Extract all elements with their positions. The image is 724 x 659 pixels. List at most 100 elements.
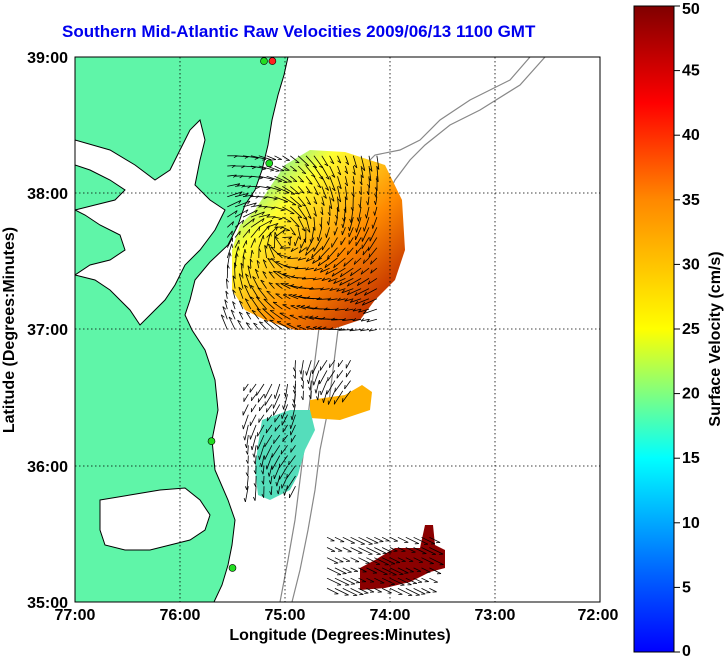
velocity-arrow-head — [345, 161, 349, 166]
velocity-arrow — [320, 267, 330, 273]
velocity-arrow — [350, 588, 364, 595]
velocity-arrow — [362, 298, 378, 306]
velocity-arrow-head — [269, 219, 273, 224]
velocity-arrow — [381, 547, 392, 553]
velocity-arrow — [340, 237, 346, 246]
velocity-arrow-head — [232, 275, 236, 280]
velocity-arrow — [242, 155, 259, 159]
velocity-arrow-head — [246, 311, 250, 315]
velocity-arrow — [348, 237, 354, 245]
velocity-arrow-head — [244, 284, 248, 288]
velocity-arrow-head — [352, 171, 356, 176]
velocity-arrow-head — [244, 298, 249, 302]
velocity-arrow — [326, 567, 342, 576]
velocity-arrow — [234, 209, 249, 218]
velocity-arrow-head — [363, 291, 367, 296]
velocity-arrow — [389, 557, 401, 563]
velocity-arrow — [336, 370, 344, 379]
velocity-arrow — [227, 200, 242, 208]
velocity-arrow-head — [314, 316, 319, 319]
velocity-arrow — [242, 202, 257, 208]
radar-stations — [207, 57, 277, 572]
velocity-arrow-head — [279, 245, 284, 249]
velocity-arrow — [342, 567, 352, 573]
velocity-arrow — [276, 271, 291, 279]
velocity-arrow-head — [233, 174, 237, 178]
velocity-arrow — [234, 200, 251, 208]
radar-station — [268, 57, 277, 65]
velocity-arrow — [225, 290, 228, 299]
velocity-arrow — [337, 247, 346, 258]
velocity-arrow-head — [311, 253, 314, 259]
velocity-arrow — [271, 455, 281, 470]
velocity-arrow-head — [335, 214, 338, 219]
velocity-arrow-head — [254, 157, 259, 160]
velocity-arrow — [333, 390, 344, 405]
velocity-arrow — [281, 404, 288, 419]
velocity-arrow-head — [245, 209, 249, 214]
velocity-arrow — [243, 383, 249, 392]
velocity-arrow — [234, 252, 237, 269]
velocity-arrow — [290, 155, 300, 164]
velocity-arrow-head — [337, 252, 339, 257]
velocity-arrow — [305, 165, 316, 177]
velocity-arrow-head — [250, 296, 255, 300]
velocity-arrow — [358, 557, 370, 564]
radar-station — [265, 159, 274, 168]
x-tick-label: 76:00 — [160, 607, 201, 624]
velocity-arrow — [359, 196, 362, 208]
velocity-arrow-head — [253, 322, 258, 325]
velocity-arrow-head — [273, 198, 278, 201]
velocity-arrow — [245, 273, 252, 289]
velocity-arrow — [360, 318, 370, 322]
velocity-arrow — [269, 310, 283, 320]
velocity-arrow — [381, 536, 390, 542]
velocity-arrow — [245, 322, 252, 330]
velocity-arrow — [298, 247, 307, 254]
velocity-arrow — [429, 547, 444, 555]
velocity-arrow — [262, 271, 267, 279]
velocity-arrow — [345, 155, 350, 165]
velocity-arrow-head — [361, 301, 366, 306]
velocity-arrow-head — [306, 305, 311, 308]
velocity-arrow — [282, 226, 290, 231]
velocity-arrow-head — [249, 435, 251, 440]
colorbar-tick-label: 15 — [682, 450, 700, 467]
velocity-arrow — [355, 227, 362, 240]
velocity-arrow — [366, 547, 381, 555]
velocity-arrow — [324, 257, 338, 269]
velocity-arrow — [234, 219, 244, 228]
velocity-arrow-head — [290, 415, 293, 421]
velocity-arrow — [256, 308, 267, 320]
velocity-arrow-head — [268, 271, 273, 274]
velocity-arrow — [320, 288, 330, 291]
velocity-arrow-head — [360, 270, 364, 275]
velocity-arrow — [321, 186, 327, 199]
velocity-arrow — [266, 404, 273, 413]
velocity-arrow — [342, 577, 356, 585]
velocity-arrow — [265, 424, 273, 434]
velocity-arrow — [250, 296, 260, 310]
velocity-arrow-head — [308, 395, 312, 399]
velocity-arrow — [326, 557, 339, 564]
velocity-arrow-head — [300, 304, 306, 307]
velocity-arrow — [413, 557, 424, 563]
velocity-arrow-head — [231, 230, 233, 235]
velocity-arrow — [381, 588, 392, 594]
velocity-arrow — [274, 414, 281, 423]
velocity-arrow-head — [249, 388, 251, 393]
velocity-arrow-head — [313, 213, 317, 217]
velocity-arrow — [348, 227, 354, 238]
velocity-arrow — [268, 282, 275, 289]
velocity-arrow — [258, 404, 265, 412]
velocity-arrow — [234, 230, 241, 238]
velocity-arrow-head — [264, 320, 269, 322]
velocity-arrow-head — [356, 217, 359, 222]
velocity-arrow-head — [316, 236, 319, 242]
velocity-arrow-head — [341, 223, 344, 229]
velocity-arrow — [266, 206, 275, 209]
velocity-arrow — [290, 434, 296, 443]
velocity-arrow-head — [294, 242, 296, 247]
velocity-arrow — [297, 186, 305, 194]
velocity-arrow — [250, 195, 260, 198]
